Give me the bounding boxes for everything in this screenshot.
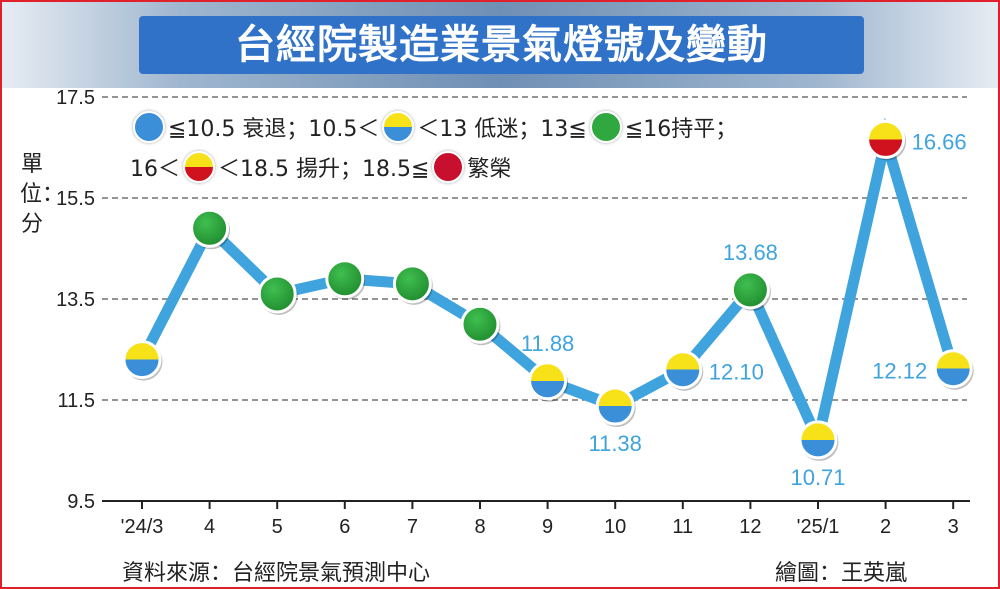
x-tick-label: 12 (739, 516, 761, 538)
chart-title: 台經院製造業景氣燈號及變動 (235, 22, 768, 68)
yellow-blue-light-icon (382, 111, 415, 143)
x-tick-label: 9 (542, 516, 553, 538)
light-marker (798, 420, 838, 460)
data-label: 12.12 (872, 359, 927, 384)
legend-text: ≦16持平； (624, 117, 738, 142)
legend-text: 繁榮 (467, 157, 512, 182)
legend-text: ＜18.5 揚升；18.5≦ (218, 157, 430, 182)
light-marker (663, 350, 703, 390)
light-marker (190, 208, 230, 248)
light-marker (392, 264, 432, 304)
light-marker (933, 349, 973, 389)
light-marker (730, 270, 770, 310)
x-tick-label: 4 (204, 516, 215, 538)
data-label: 12.10 (709, 360, 764, 385)
data-label: 11.38 (588, 431, 641, 456)
x-tick-label: 5 (272, 516, 283, 538)
x-tick-label: 8 (474, 516, 485, 538)
y-axis-unit-label: 單位：分 (20, 152, 65, 237)
title-banner: 台經院製造業景氣燈號及變動 (2, 2, 998, 88)
legend-line-1: ≦10.5 衰退；10.5＜ ＜13 低迷；13≦ ≦16持平； (130, 111, 738, 143)
light-marker (325, 259, 365, 299)
legend-text: 16＜ (130, 157, 180, 182)
y-tick-label: 11.5 (58, 390, 95, 412)
yellow-red-light-icon (183, 151, 215, 183)
x-tick-label: 10 (604, 516, 626, 538)
data-label: 13.68 (723, 240, 778, 265)
y-tick-label: 13.5 (56, 289, 95, 311)
y-tick-label: 17.5 (56, 87, 95, 109)
light-marker (257, 274, 297, 314)
light-marker (122, 340, 162, 380)
y-tick-label: 9.5 (67, 491, 95, 513)
blue-light-icon (133, 111, 165, 143)
red-light-icon (432, 151, 465, 183)
credit-note: 繪圖：王英嵐 (775, 561, 908, 586)
data-label: 10.71 (790, 465, 845, 490)
light-marker (595, 386, 635, 426)
x-tick-label: '25/1 (797, 516, 840, 538)
data-label: 16.66 (912, 129, 967, 154)
legend-line-2: 16＜ ＜18.5 揚升；18.5≦ 繁榮 (130, 151, 512, 183)
x-tick-label: '24/3 (121, 516, 164, 538)
y-tick-label: 15.5 (56, 188, 95, 210)
title-bar: 台經院製造業景氣燈號及變動 (139, 16, 864, 74)
x-tick-label: 2 (880, 516, 891, 538)
light-marker (866, 119, 906, 159)
source-note: 資料來源：台經院景氣預測中心 (122, 561, 431, 586)
light-marker (460, 304, 500, 344)
x-tick-label: 3 (948, 516, 959, 538)
x-tick-label: 6 (339, 516, 350, 538)
light-marker (528, 361, 568, 401)
x-tick-label: 11 (672, 516, 693, 538)
legend-text: ≦10.5 衰退；10.5＜ (168, 117, 380, 142)
data-label: 11.88 (521, 331, 574, 356)
x-tick-label: 7 (407, 516, 418, 538)
green-light-icon (589, 111, 622, 143)
legend-text: ＜13 低迷；13≦ (417, 117, 587, 142)
